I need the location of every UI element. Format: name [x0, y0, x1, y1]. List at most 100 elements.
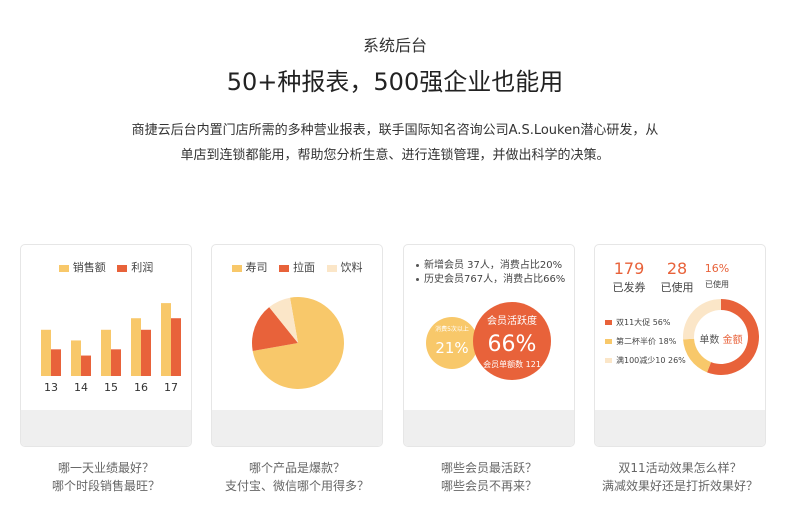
caption-line-2: 哪个时段销售最旺？: [51, 479, 160, 493]
card-footer: [595, 410, 765, 446]
card-campaign-effect: 179 已发券 28 已使用 16% 已使用 双11大促 56% 第二杯半价 1…: [594, 244, 766, 447]
note-new-members: 新增会员 37人，消费占比20%: [416, 259, 565, 273]
stat-usage-rate-label: 已使用: [705, 280, 729, 289]
pie-slice-drinks: [269, 297, 298, 343]
bar-profit-13: [51, 349, 61, 376]
x-tick-label: 17: [164, 381, 178, 394]
legend-swatch-profit: [117, 264, 128, 272]
small-circle-value: 21%: [435, 339, 468, 357]
pie-chart: [252, 297, 344, 389]
caption-sales: 哪一天业绩最好？ 哪个时段销售最旺？: [20, 459, 192, 495]
donut-center-toggle[interactable]: 单数 金额: [681, 331, 761, 346]
stat-usage-rate-value: 16%: [704, 262, 730, 275]
x-tick-label: 15: [104, 381, 118, 394]
note-new-members-text: 新增会员 37人，消费占比20%: [424, 260, 563, 271]
stat-issued: 179 已发券: [611, 259, 647, 295]
bar-sales-17: [161, 303, 171, 376]
stat-issued-label: 已发券: [612, 281, 646, 294]
x-tick-label: 14: [74, 381, 88, 394]
caption-product: 哪个产品是爆款？ 支付宝、微信哪个用得多？: [211, 459, 383, 495]
caption-member: 哪些会员最活跃？ 哪些会员不再来？: [403, 459, 575, 495]
page-title: 50+种报表，500强企业也能用: [226, 68, 564, 96]
big-circle: [473, 302, 551, 380]
bar-sales-15: [101, 329, 111, 376]
legend-swatch-sushi: [231, 264, 242, 272]
donut-tab-count[interactable]: 单数: [699, 335, 720, 346]
card-member-activity: 新增会员 37人，消费占比20% 历史会员767人，消费占比66% 消费5次以上…: [403, 244, 575, 447]
legend-item-drinks: 饮料: [326, 259, 363, 275]
legend-item-discount: 满100减少10 26%: [605, 355, 686, 366]
legend-item-second-cup: 第二杯半价 18%: [605, 336, 676, 347]
stat-usage-rate: 16% 已使用: [699, 259, 735, 290]
note-history-members-text: 历史会员767人，消费占比66%: [424, 274, 566, 285]
caption-line-1: 哪些会员最活跃？: [440, 461, 537, 475]
bar-chart: 13 14 15 16 17: [41, 303, 181, 394]
legend-item-profit: 利润: [117, 259, 153, 275]
legend-label-double11: 双11大促 56%: [616, 318, 671, 327]
legend-item-ramen: 拉面: [279, 259, 315, 275]
legend-swatch-ramen: [279, 264, 289, 272]
pie-chart-legend: 寿司 拉面 饮料: [212, 259, 382, 275]
stat-used-label: 已使用: [660, 281, 694, 294]
bar-chart-legend: 销售额 利润: [21, 259, 191, 275]
member-bubbles: 消费5次以上 21% 会员活跃度 66% 会员单额数 121: [426, 302, 551, 380]
legend-label-discount: 满100减少10 26%: [616, 356, 686, 365]
bar-profit-14: [81, 355, 91, 376]
legend-item-double11: 双11大促 56%: [605, 317, 671, 328]
x-tick-label: 13: [44, 381, 58, 394]
donut-tab-amount[interactable]: 金额: [722, 335, 743, 346]
pie-slice-sushi: [252, 297, 344, 389]
card-product-pie-chart: 寿司 拉面 饮料: [211, 244, 383, 447]
big-circle-sub: 会员单额数 121: [483, 359, 541, 369]
description-line-2: 单店到连锁都能用，帮助您分析生意、进行连锁管理，并做出科学的决策。: [180, 148, 610, 163]
legend-swatch-discount: [605, 358, 612, 363]
caption-line-2: 满减效果好还是打折效果好？: [601, 479, 758, 493]
small-circle: [426, 317, 478, 369]
legend-label-second-cup: 第二杯半价 18%: [616, 337, 677, 346]
card-sales-bar-chart: 销售额 利润 13 14 15 16 17: [20, 244, 192, 447]
bar-profit-15: [111, 349, 121, 376]
legend-label-ramen: 拉面: [293, 261, 315, 274]
stat-used-value: 28: [666, 259, 688, 278]
legend-swatch-drinks: [326, 264, 337, 272]
legend-item-sushi: 寿司: [231, 259, 268, 275]
pie-slice-ramen: [252, 307, 298, 351]
legend-label-sushi: 寿司: [245, 261, 268, 274]
bullet-dot: [416, 263, 419, 267]
caption-line-1: 哪个产品是爆款？: [248, 461, 345, 475]
bar-profit-17: [171, 318, 181, 376]
donut-chart: [683, 299, 759, 375]
bullet-dot: [416, 277, 419, 281]
big-circle-value: 66%: [488, 332, 537, 357]
big-circle-title: 会员活跃度: [487, 314, 537, 327]
bar-profit-16: [141, 329, 151, 376]
x-tick-label: 16: [134, 381, 148, 394]
bar-sales-16: [131, 318, 141, 376]
card-footer: [404, 410, 574, 446]
legend-swatch-second-cup: [605, 339, 612, 344]
caption-line-2: 支付宝、微信哪个用得多？: [224, 479, 369, 493]
description: 商捷云后台内置门店所需的多种营业报表，联手国际知名咨询公司A.S.Louken潜…: [95, 118, 695, 168]
bar-sales-13: [41, 329, 51, 376]
caption-line-1: 双11活动效果怎么样？: [618, 461, 742, 475]
description-line-1: 商捷云后台内置门店所需的多种营业报表，联手国际知名咨询公司A.S.Louken潜…: [131, 123, 659, 138]
legend-item-sales: 销售额: [58, 259, 106, 275]
legend-swatch-sales: [58, 264, 69, 272]
card-footer: [21, 410, 191, 446]
member-notes: 新增会员 37人，消费占比20% 历史会员767人，消费占比66%: [416, 259, 565, 287]
small-circle-label: 消费5次以上: [435, 325, 469, 333]
caption-line-2: 哪些会员不再来？: [440, 479, 537, 493]
legend-label-sales: 销售额: [72, 261, 106, 274]
card-footer: [212, 410, 382, 446]
header-subtitle: 系统后台: [362, 36, 427, 55]
legend-label-profit: 利润: [131, 261, 154, 274]
stat-issued-value: 179: [613, 259, 645, 278]
donut-slice-discount: [683, 299, 721, 340]
caption-campaign: 双11活动效果怎么样？ 满减效果好还是打折效果好？: [594, 459, 766, 495]
stat-used: 28 已使用: [659, 259, 695, 295]
legend-label-drinks: 饮料: [340, 261, 363, 274]
legend-swatch-double11: [605, 320, 612, 325]
donut-slice-second-cup: [683, 338, 712, 373]
note-history-members: 历史会员767人，消费占比66%: [416, 273, 565, 287]
donut-slice-double11: [707, 299, 759, 375]
